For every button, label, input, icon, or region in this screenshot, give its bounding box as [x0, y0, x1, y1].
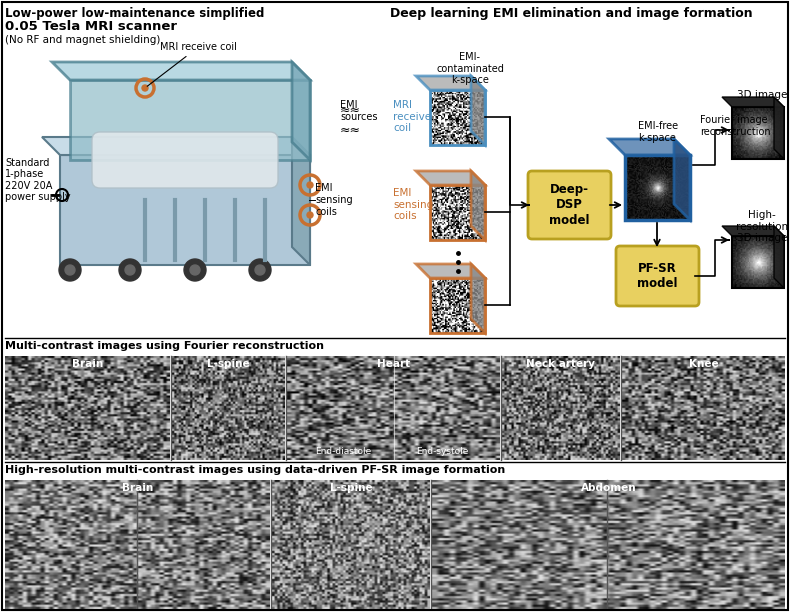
Polygon shape: [416, 76, 485, 90]
Text: L-spine: L-spine: [329, 483, 372, 493]
Circle shape: [125, 265, 135, 275]
FancyBboxPatch shape: [616, 246, 699, 306]
FancyBboxPatch shape: [528, 171, 611, 239]
Bar: [5, 356, 170, 460]
Circle shape: [255, 265, 265, 275]
Bar: [432, 480, 785, 609]
Polygon shape: [774, 97, 784, 159]
Text: Knee: Knee: [689, 359, 718, 369]
Text: MRI
receive
coil: MRI receive coil: [393, 100, 431, 133]
Text: 0.05 Tesla MRI scanner: 0.05 Tesla MRI scanner: [5, 20, 177, 33]
Polygon shape: [292, 62, 310, 160]
Text: EMI
sources: EMI sources: [340, 100, 378, 122]
Text: Multi-contrast images using Fourier reconstruction: Multi-contrast images using Fourier reco…: [5, 341, 324, 351]
Text: Brain: Brain: [122, 483, 153, 493]
Text: End-systole: End-systole: [416, 447, 468, 456]
FancyBboxPatch shape: [92, 132, 278, 188]
Text: Heart: Heart: [377, 359, 410, 369]
Text: 3D image: 3D image: [737, 90, 787, 100]
Polygon shape: [416, 171, 485, 185]
Text: Fourier image
reconstruction: Fourier image reconstruction: [700, 115, 770, 136]
Text: PF-SR
model: PF-SR model: [637, 262, 677, 290]
Circle shape: [190, 265, 200, 275]
Polygon shape: [52, 62, 310, 80]
Text: EMI
sensing
coils: EMI sensing coils: [315, 184, 352, 217]
Circle shape: [142, 85, 148, 91]
Bar: [622, 356, 785, 460]
Bar: [502, 356, 620, 460]
Polygon shape: [471, 171, 485, 240]
Text: End-diastole: End-diastole: [315, 447, 371, 456]
Bar: [5, 480, 270, 609]
Circle shape: [119, 259, 141, 281]
Polygon shape: [292, 137, 310, 265]
Polygon shape: [471, 264, 485, 333]
Text: EMI-
contaminated
k-space: EMI- contaminated k-space: [436, 52, 504, 85]
Text: Standard
1-phase
220V 20A
power supply: Standard 1-phase 220V 20A power supply: [5, 158, 70, 203]
Text: Brain: Brain: [72, 359, 103, 369]
Text: Deep learning EMI elimination and image formation: Deep learning EMI elimination and image …: [390, 7, 753, 20]
Polygon shape: [674, 139, 690, 220]
Circle shape: [184, 259, 206, 281]
Text: ≈≈: ≈≈: [340, 103, 361, 116]
Circle shape: [307, 182, 313, 188]
Circle shape: [65, 265, 75, 275]
Polygon shape: [774, 226, 784, 288]
Text: High-
resolution
3D image: High- resolution 3D image: [736, 210, 788, 243]
Text: (No RF and magnet shielding): (No RF and magnet shielding): [5, 35, 160, 45]
Text: EMI-free
k-space: EMI-free k-space: [638, 121, 678, 143]
Polygon shape: [722, 97, 784, 107]
Text: ≈≈: ≈≈: [340, 124, 361, 136]
Text: Low-power low-maintenance simplified: Low-power low-maintenance simplified: [5, 7, 265, 20]
Text: L-spine: L-spine: [207, 359, 250, 369]
Text: EMI
sensing
coils: EMI sensing coils: [393, 188, 433, 221]
Bar: [287, 356, 500, 460]
Bar: [172, 356, 285, 460]
Polygon shape: [42, 137, 310, 155]
Polygon shape: [609, 139, 690, 155]
Text: MRI receive coil: MRI receive coil: [147, 42, 237, 86]
Circle shape: [307, 212, 313, 218]
Text: Deep-
DSP
model: Deep- DSP model: [549, 184, 589, 226]
Text: High-resolution multi-contrast images using data-driven PF-SR image formation: High-resolution multi-contrast images us…: [5, 465, 506, 475]
Polygon shape: [70, 80, 310, 160]
Bar: [272, 480, 430, 609]
Polygon shape: [60, 155, 310, 265]
Circle shape: [59, 259, 81, 281]
Polygon shape: [416, 264, 485, 278]
Text: Neck artery: Neck artery: [526, 359, 596, 369]
Text: Abdomen: Abdomen: [581, 483, 636, 493]
Polygon shape: [722, 226, 784, 236]
Polygon shape: [471, 76, 485, 145]
Circle shape: [249, 259, 271, 281]
